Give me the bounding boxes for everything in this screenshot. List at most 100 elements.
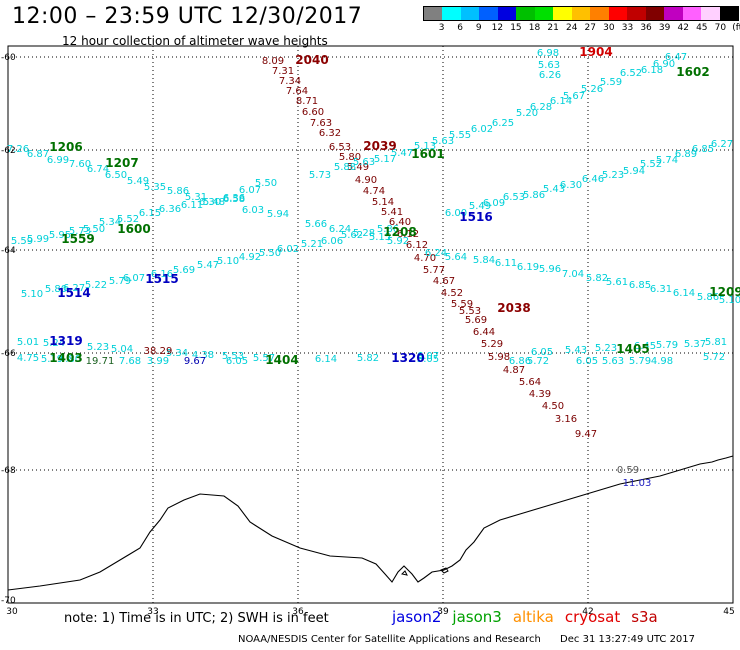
pass-time-label: 1904 xyxy=(579,45,612,59)
wave-height-value: 6.60 xyxy=(302,107,324,118)
wave-height-value: 6.12 xyxy=(406,240,428,251)
wave-height-value: 5.94 xyxy=(623,166,645,177)
pass-time-label: 2040 xyxy=(295,53,328,67)
wave-height-value: 5.19 xyxy=(41,354,63,365)
wave-height-value: 6.15 xyxy=(139,208,161,219)
color-scale-tick: 3 xyxy=(438,23,445,33)
wave-height-value: 6.50 xyxy=(105,170,127,181)
coast-island xyxy=(440,567,449,574)
wave-height-value: 6.14 xyxy=(550,96,572,107)
wave-height-value: 5.01 xyxy=(17,337,39,348)
wave-height-value: 5.50 xyxy=(83,224,105,235)
wave-height-value: 6.32 xyxy=(319,128,341,139)
wave-height-value: 5.28 xyxy=(353,228,375,239)
wave-height-value: 11.03 xyxy=(623,478,652,489)
wave-height-value: 0.59 xyxy=(617,465,639,476)
wave-height-value: 5.21 xyxy=(301,239,323,250)
wave-height-value: 6.87 xyxy=(27,149,49,160)
wave-height-value: 6.30 xyxy=(199,197,221,208)
wave-height-value: 5.96 xyxy=(539,264,561,275)
wave-height-value: 5.20 xyxy=(516,108,538,119)
wave-height-value: 5.86 xyxy=(523,190,545,201)
wave-height-value: 4.90 xyxy=(355,175,377,186)
pass-time-label: 1207 xyxy=(105,156,138,170)
wave-height-value: 6.40 xyxy=(389,217,411,228)
wave-height-value: 6.24 xyxy=(329,224,351,235)
wave-height-value: 5.05 xyxy=(417,354,439,365)
color-scale-tick: 21 xyxy=(547,23,559,33)
wave-height-value: 4.38 xyxy=(192,350,214,361)
wave-height-value: 6.03 xyxy=(242,205,264,216)
color-scale-tick: 42 xyxy=(677,23,689,33)
wave-height-value: 5.24 xyxy=(43,338,65,349)
wave-height-value: 5.88 xyxy=(334,162,356,173)
wave-height-value: 9.47 xyxy=(575,429,597,440)
wave-height-value: 5.53 xyxy=(459,306,481,317)
wave-height-value: 4.92 xyxy=(239,252,261,263)
pass-time-label: 1515 xyxy=(145,272,178,286)
pass-time-label: 1559 xyxy=(61,232,94,246)
wave-height-value: 6.27 xyxy=(711,139,733,150)
wave-height-value: 5.23 xyxy=(602,170,624,181)
pass-time-label: 1403 xyxy=(49,351,82,365)
wave-height-value: 5.10 xyxy=(217,256,239,267)
wave-height-value: 5.34 xyxy=(99,217,121,228)
wave-height-value: 5.15 xyxy=(369,232,391,243)
wave-height-value: 6.86 xyxy=(509,356,531,367)
pass-time-label: 1320 xyxy=(391,351,424,365)
wave-height-value: 5.74 xyxy=(656,155,678,166)
wave-height-value: 6.98 xyxy=(537,48,559,59)
wave-height-value: 6.12 xyxy=(397,229,419,240)
wave-height-value: 6.47 xyxy=(665,52,687,63)
wave-height-value: 5.10 xyxy=(719,295,740,306)
pass-time-label: 1514 xyxy=(57,286,90,300)
pass-time-label: 1404 xyxy=(265,353,298,367)
wave-height-value: 5.84 xyxy=(473,255,495,266)
wave-height-value: 19.71 xyxy=(86,356,115,367)
satellite-altika: altika xyxy=(512,608,554,626)
color-scale-tick: 70 xyxy=(714,23,727,33)
wave-height-value: 6.18 xyxy=(641,65,663,76)
color-scale-tick: 36 xyxy=(640,23,652,33)
color-swatch xyxy=(627,7,646,20)
wave-height-value: 5.57 xyxy=(253,353,275,364)
wave-height-value: 6.14 xyxy=(315,354,337,365)
wave-height-value: 5.37 xyxy=(684,339,706,350)
color-scale-tick: 6 xyxy=(457,23,464,33)
wave-height-value: 5.50 xyxy=(259,248,281,259)
wave-height-value: 6.02 xyxy=(277,244,299,255)
wave-height-value: 5.41 xyxy=(381,207,403,218)
antarctic-coastline xyxy=(7,455,734,591)
wave-height-value: 6.85 xyxy=(692,144,714,155)
wave-height-value: 5.63 xyxy=(353,157,375,168)
wave-height-value: 9.67 xyxy=(184,356,206,367)
wave-height-value: 7.64 xyxy=(286,86,308,97)
wave-height-value: 5.72 xyxy=(703,352,725,363)
wave-height-value: 5.59 xyxy=(600,77,622,88)
wave-height-value: 5.63 xyxy=(432,136,454,147)
wave-height-value: 4.52 xyxy=(441,288,463,299)
wave-height-value: 5.59 xyxy=(451,299,473,310)
wave-height-value: 3.99 xyxy=(147,356,169,367)
wave-height-value: 5.23 xyxy=(595,343,617,354)
wave-height-value: 5.73 xyxy=(309,170,331,181)
wave-height-value: 5.62 xyxy=(341,230,363,241)
coast-island xyxy=(400,570,408,576)
wave-height-value: 8.71 xyxy=(296,96,318,107)
wave-height-value: 5.79 xyxy=(629,356,651,367)
pass-time-label: 1516 xyxy=(459,210,492,224)
footer: NOAA/NESDIS Center for Satellite Applica… xyxy=(238,634,695,645)
color-scale-tick: 12 xyxy=(491,23,504,33)
wave-height-value: 3.16 xyxy=(555,414,577,425)
pass-time-label: 1206 xyxy=(49,140,82,154)
wave-height-value: 5.64 xyxy=(519,377,541,388)
wave-height-value: 5.63 xyxy=(602,356,624,367)
color-scale-tick: 39 xyxy=(658,23,671,33)
wave-height-value: 5.63 xyxy=(538,60,560,71)
pass-time-label: 1209 xyxy=(709,285,740,299)
wave-height-value: 5.04 xyxy=(111,344,133,355)
color-swatch xyxy=(424,7,443,20)
x-axis-tick-label: 45 xyxy=(723,607,734,617)
wave-height-value: 5.34 xyxy=(166,348,188,359)
wave-height-value: 5.29 xyxy=(481,339,503,350)
